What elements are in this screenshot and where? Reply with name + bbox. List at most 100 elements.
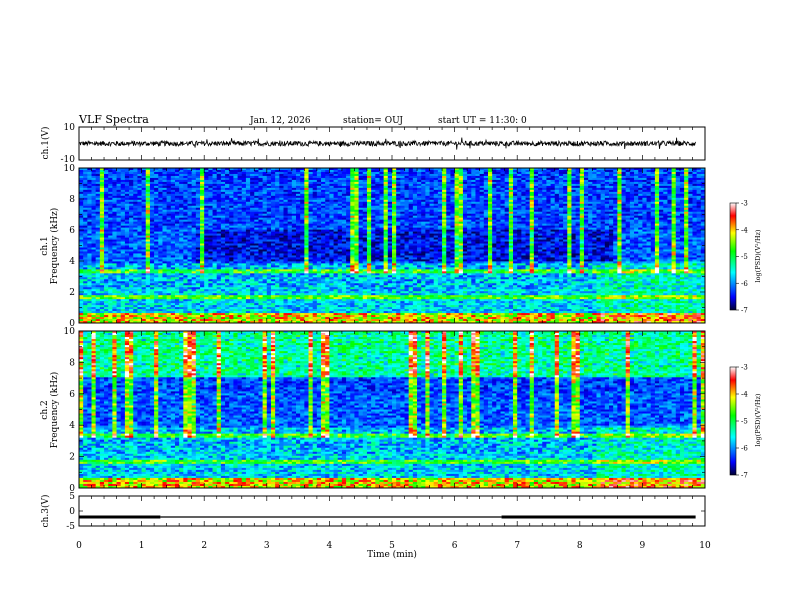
spectrogram-cell bbox=[92, 186, 97, 188]
spectrogram-cell bbox=[150, 315, 155, 317]
spectrogram-cell bbox=[283, 301, 288, 303]
spectrogram-cell bbox=[271, 313, 276, 315]
spectrogram-cell bbox=[329, 313, 334, 315]
spectrogram-cell bbox=[304, 313, 309, 315]
spectrogram-cell bbox=[125, 212, 130, 214]
spectrogram-cell bbox=[313, 251, 318, 253]
spectrogram-cell bbox=[171, 293, 176, 295]
spectrogram-cell bbox=[117, 190, 122, 192]
spectrogram-cell bbox=[158, 295, 163, 297]
spectrogram-cell bbox=[87, 202, 92, 204]
spectrogram-cell bbox=[300, 238, 305, 240]
spectrogram-cell bbox=[283, 210, 288, 212]
spectrogram-cell bbox=[192, 279, 197, 281]
spectrogram-cell bbox=[309, 194, 314, 196]
spectrogram-cell bbox=[175, 279, 180, 281]
spectrogram-cell bbox=[100, 182, 105, 184]
spectrogram-cell bbox=[96, 224, 101, 226]
spectrogram-cell bbox=[146, 226, 151, 228]
spectrogram-cell bbox=[104, 249, 109, 251]
spectrogram-cell bbox=[96, 273, 101, 275]
spectrogram-cell bbox=[100, 301, 105, 303]
spectrogram-cell bbox=[229, 176, 234, 178]
spectrogram-cell bbox=[304, 218, 309, 220]
spectrogram-cell bbox=[142, 224, 147, 226]
spectrogram-cell bbox=[146, 279, 151, 281]
spectrogram-cell bbox=[229, 172, 234, 174]
spectrogram-cell bbox=[292, 218, 297, 220]
spectrogram-cell bbox=[279, 307, 284, 309]
spectrogram-cell bbox=[329, 317, 334, 319]
spectrogram-cell bbox=[275, 232, 280, 234]
spectrogram-cell bbox=[217, 240, 222, 242]
spectrogram-cell bbox=[296, 295, 301, 297]
spectrogram-cell bbox=[263, 249, 268, 251]
spectrogram-cell bbox=[137, 208, 142, 210]
spectrogram-cell bbox=[213, 216, 218, 218]
spectrogram-cell bbox=[258, 218, 263, 220]
spectrogram-cell bbox=[271, 293, 276, 295]
spectrogram-cell bbox=[200, 194, 205, 196]
spectrogram-cell bbox=[188, 293, 193, 295]
spectrogram-cell bbox=[254, 301, 259, 303]
spectrogram-cell bbox=[271, 174, 276, 176]
spectrogram-cell bbox=[304, 251, 309, 253]
spectrogram-cell bbox=[83, 190, 88, 192]
spectrogram-cell bbox=[279, 313, 284, 315]
spectrogram-cell bbox=[129, 315, 134, 317]
spectrogram-cell bbox=[279, 259, 284, 261]
spectrogram-cell bbox=[221, 277, 226, 279]
spectrogram-cell bbox=[200, 222, 205, 224]
spectrogram-cell bbox=[258, 172, 263, 174]
spectrogram-cell bbox=[121, 259, 126, 261]
spectrogram-cell bbox=[208, 202, 213, 204]
spectrogram-cell bbox=[192, 180, 197, 182]
spectrogram-cell bbox=[162, 289, 167, 291]
spectrogram-cell bbox=[96, 249, 101, 251]
spectrogram-cell bbox=[175, 176, 180, 178]
spectrogram-cell bbox=[321, 230, 326, 232]
spectrogram-cell bbox=[200, 273, 205, 275]
spectrogram-cell bbox=[313, 246, 318, 248]
spectrogram-cell bbox=[325, 259, 330, 261]
spectrogram-cell bbox=[162, 186, 167, 188]
spectrogram-cell bbox=[233, 190, 238, 192]
spectrogram-cell bbox=[313, 238, 318, 240]
spectrogram-cell bbox=[254, 188, 259, 190]
spectrogram-cell bbox=[233, 236, 238, 238]
spectrogram-cell bbox=[162, 263, 167, 265]
spectrogram-cell bbox=[334, 176, 339, 178]
spectrogram-cell bbox=[204, 176, 209, 178]
spectrogram-cell bbox=[112, 251, 117, 253]
spectrogram-cell bbox=[217, 279, 222, 281]
spectrogram-cell bbox=[104, 251, 109, 253]
spectrogram-cell bbox=[183, 182, 188, 184]
spectrogram-cell bbox=[79, 222, 84, 224]
spectrogram-cell bbox=[179, 238, 184, 240]
spectrogram-cell bbox=[162, 271, 167, 273]
station-label: station= OUJ bbox=[343, 116, 403, 126]
spectrogram-cell bbox=[121, 226, 126, 228]
spectrogram-cell bbox=[171, 180, 176, 182]
spectrogram-cell bbox=[79, 224, 84, 226]
spectrogram-cell bbox=[246, 285, 251, 287]
spectrogram-cell bbox=[263, 301, 268, 303]
spectrogram-cell bbox=[300, 174, 305, 176]
spectrogram-cell bbox=[263, 309, 268, 311]
spectrogram-cell bbox=[325, 182, 330, 184]
spectrogram-cell bbox=[92, 295, 97, 297]
spectrogram-cell bbox=[158, 281, 163, 283]
spectrogram-cell bbox=[92, 218, 97, 220]
spectrogram-cell bbox=[213, 186, 218, 188]
spectrogram-cell bbox=[263, 289, 268, 291]
spectrogram-cell bbox=[296, 188, 301, 190]
spectrogram-cell bbox=[146, 180, 151, 182]
spectrogram-cell bbox=[142, 244, 147, 246]
spectrogram-cell bbox=[304, 180, 309, 182]
spectrogram-cell bbox=[233, 309, 238, 311]
spectrogram-cell bbox=[87, 174, 92, 176]
spectrogram-cell bbox=[217, 230, 222, 232]
spectrogram-cell bbox=[225, 208, 230, 210]
spectrogram-cell bbox=[263, 196, 268, 198]
spectrogram-cell bbox=[250, 210, 255, 212]
